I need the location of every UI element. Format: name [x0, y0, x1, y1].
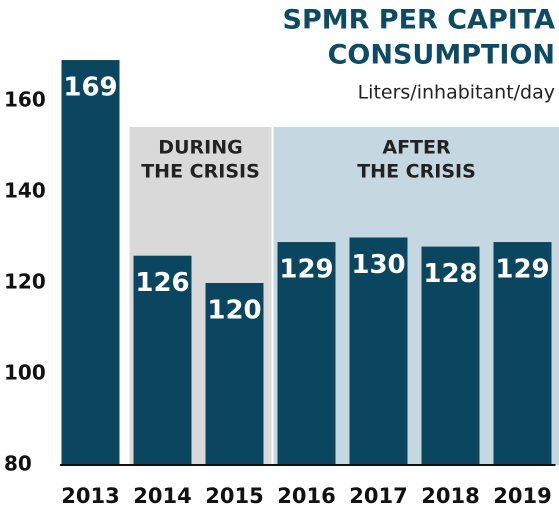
value-label: 130	[351, 250, 405, 280]
value-label: 169	[63, 73, 117, 103]
chart-subtitle: Liters/inhabitant/day	[358, 82, 555, 104]
period-label: DURING	[158, 137, 242, 159]
x-tick-label: 2013	[61, 484, 119, 508]
bar	[493, 242, 552, 465]
x-tick-label: 2019	[493, 484, 551, 508]
y-tick-label: 80	[4, 452, 32, 476]
y-tick-label: 160	[4, 88, 46, 112]
chart-title: SPMR PER CAPITA	[283, 5, 556, 36]
x-tick-label: 2018	[421, 484, 479, 508]
bar	[61, 60, 120, 466]
period-label: THE CRISIS	[357, 161, 476, 183]
bar	[277, 242, 336, 465]
x-tick-label: 2015	[205, 484, 263, 508]
bar	[205, 283, 264, 465]
value-label: 120	[207, 296, 261, 326]
y-tick-label: 100	[4, 361, 46, 385]
y-tick-label: 140	[4, 179, 46, 203]
bar	[349, 237, 408, 465]
x-tick-label: 2017	[349, 484, 407, 508]
value-label: 126	[135, 268, 189, 298]
period-label: THE CRISIS	[141, 161, 260, 183]
bar	[421, 246, 480, 465]
value-label: 129	[279, 255, 333, 285]
value-label: 128	[423, 259, 477, 289]
period-label: AFTER	[382, 137, 451, 159]
bar	[133, 255, 192, 465]
y-tick-label: 120	[4, 270, 46, 294]
chart-title: CONSUMPTION	[328, 40, 555, 71]
value-label: 129	[495, 255, 549, 285]
x-tick-label: 2014	[133, 484, 191, 508]
x-tick-label: 2016	[277, 484, 335, 508]
